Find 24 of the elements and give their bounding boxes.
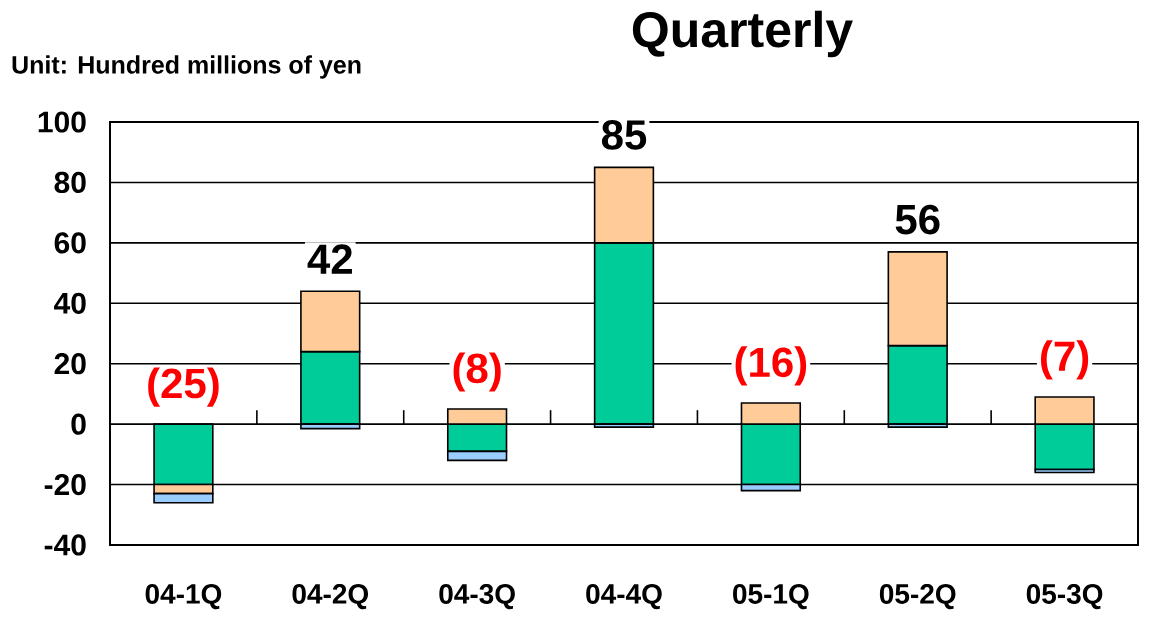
total-label: (16) [735,346,807,386]
x-tick-label: 05-3Q [1026,584,1103,610]
x-tick-label: 05-1Q [733,584,809,610]
y-tick-label: -20 [44,473,86,496]
y-tick-label: 80 [54,171,86,194]
total-label: 42 [307,244,352,274]
y-tick-label: 40 [54,292,86,314]
x-tick-label: 04-2Q [292,584,369,610]
y-tick-label: 20 [54,353,86,375]
y-axis-title: Unit: Hundred millions of yen [12,55,361,79]
y-tick-label: 100 [38,111,86,133]
total-label: (8) [453,352,501,392]
x-tick-label: 04-1Q [145,584,222,610]
total-label: 56 [895,204,940,235]
total-label: (7) [1041,340,1089,380]
x-tick-label: 04-3Q [439,584,515,610]
x-tick-label: 05-2Q [879,584,956,610]
total-label: 85 [601,120,647,150]
y-tick-label: 60 [54,232,86,254]
y-tick-label: 0 [71,413,86,435]
x-tick-label: 04-4Q [586,584,662,610]
total-label: (25) [148,367,219,407]
chart-title: Quarterly [632,10,853,58]
y-tick-label: -40 [44,534,86,556]
